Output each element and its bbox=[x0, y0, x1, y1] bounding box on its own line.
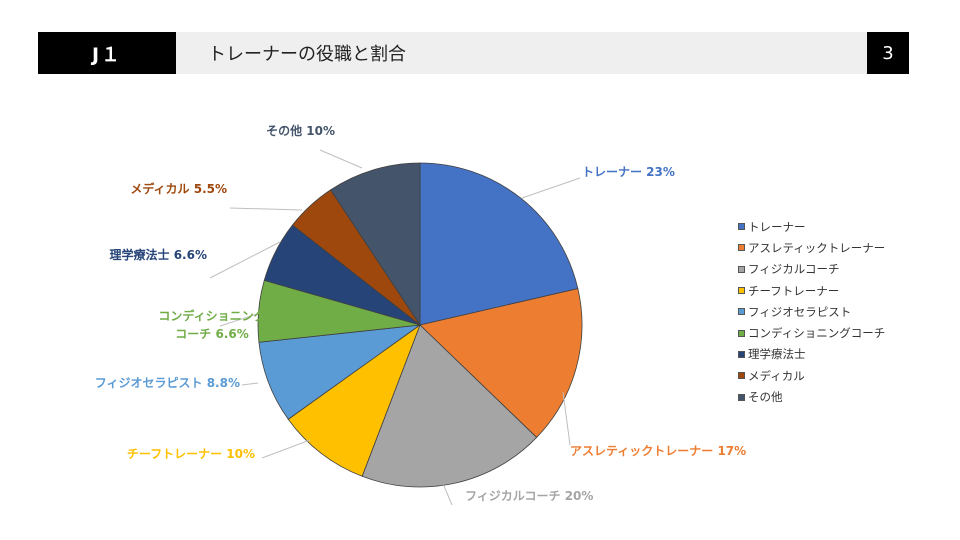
legend-label: コンディショニングコーチ bbox=[748, 326, 886, 341]
leader-line bbox=[219, 312, 261, 327]
legend-item: フィジオセラピスト bbox=[738, 301, 885, 322]
legend-label: フィジオセラピスト bbox=[748, 304, 852, 319]
legend-swatch bbox=[738, 265, 745, 273]
data-label: コンディショニングコーチ 6.6% bbox=[158, 308, 265, 341]
legend-label: トレーナー bbox=[748, 219, 806, 234]
legend-item: 理学療法士 bbox=[738, 344, 885, 365]
legend-item: フィジカルコーチ bbox=[738, 259, 885, 280]
legend-label: その他 bbox=[748, 390, 783, 405]
legend-item: トレーナー bbox=[738, 216, 885, 237]
data-label: その他 10% bbox=[266, 123, 335, 138]
data-label: トレーナー 23% bbox=[582, 165, 675, 179]
leader-line bbox=[241, 382, 259, 386]
legend-swatch bbox=[738, 393, 745, 401]
legend-swatch bbox=[738, 287, 745, 295]
legend-item: チーフトレーナー bbox=[738, 280, 885, 301]
slide-title: トレーナーの役職と割合 bbox=[176, 32, 867, 74]
legend-swatch bbox=[738, 308, 745, 316]
pie-slice bbox=[330, 162, 421, 327]
legend-label: アスレティックトレーナー bbox=[748, 240, 886, 255]
leader-line bbox=[229, 207, 303, 211]
data-label: メディカル 5.5% bbox=[130, 181, 227, 196]
pie-slice bbox=[419, 162, 579, 326]
pie-slice bbox=[419, 288, 583, 439]
data-label: フィジオセラピスト 8.8% bbox=[95, 376, 240, 390]
data-label: 理学療法士 6.6% bbox=[110, 247, 207, 262]
legend-swatch bbox=[738, 350, 745, 358]
leader-line bbox=[562, 391, 571, 446]
page-number: 3 bbox=[867, 32, 909, 74]
legend-label: フィジカルコーチ bbox=[748, 262, 840, 277]
legend-swatch bbox=[738, 244, 745, 252]
section-label: J１ bbox=[38, 32, 176, 74]
legend-swatch bbox=[738, 329, 745, 337]
data-label: チーフトレーナー 10% bbox=[127, 447, 255, 461]
leader-line bbox=[443, 485, 453, 506]
chart-legend: トレーナーアスレティックトレーナー フィジカルコーチ チーフトレーナー フィジオセラピ… bbox=[738, 216, 885, 408]
data-label: アスレティックトレーナー 17% bbox=[570, 444, 746, 458]
pie-slice bbox=[361, 324, 538, 488]
legend-item: コンディショニングコーチ bbox=[738, 322, 885, 343]
legend-item: メディカル bbox=[738, 365, 885, 386]
legend-label: メディカル bbox=[748, 368, 805, 383]
legend-swatch bbox=[738, 372, 745, 380]
leader-line bbox=[319, 149, 363, 169]
legend-item: アスレティックトレーナー bbox=[738, 237, 885, 258]
pie-slice bbox=[287, 323, 421, 477]
legend-swatch bbox=[738, 223, 745, 231]
leader-line bbox=[261, 439, 311, 459]
leader-line bbox=[209, 241, 281, 279]
legend-label: チーフトレーナー bbox=[748, 283, 840, 298]
data-label: フィジカルコーチ 20% bbox=[465, 489, 593, 503]
legend-label: 理学療法士 bbox=[748, 347, 806, 362]
leader-line bbox=[521, 177, 581, 199]
legend-item: その他 bbox=[738, 386, 885, 407]
